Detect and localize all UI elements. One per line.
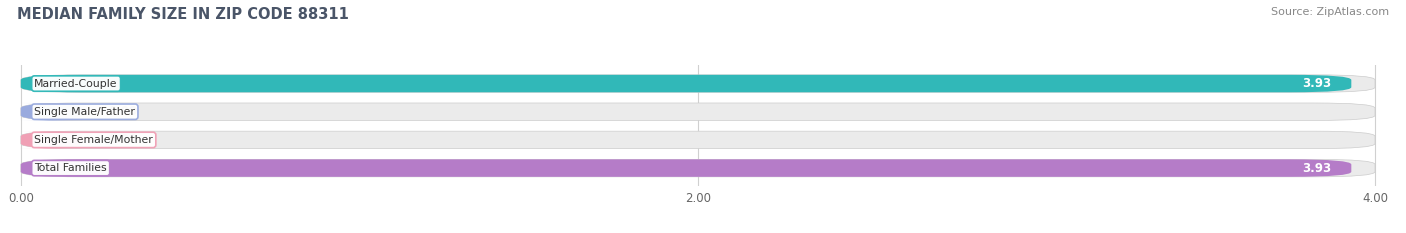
- Text: MEDIAN FAMILY SIZE IN ZIP CODE 88311: MEDIAN FAMILY SIZE IN ZIP CODE 88311: [17, 7, 349, 22]
- Text: Married-Couple: Married-Couple: [34, 79, 118, 89]
- FancyBboxPatch shape: [21, 159, 1351, 177]
- Text: Single Female/Mother: Single Female/Mother: [34, 135, 153, 145]
- Text: 0.00: 0.00: [108, 134, 138, 146]
- Text: Total Families: Total Families: [34, 163, 107, 173]
- FancyBboxPatch shape: [21, 75, 1375, 92]
- Text: 3.93: 3.93: [1302, 77, 1331, 90]
- FancyBboxPatch shape: [21, 75, 1351, 92]
- Text: Source: ZipAtlas.com: Source: ZipAtlas.com: [1271, 7, 1389, 17]
- FancyBboxPatch shape: [21, 103, 82, 120]
- FancyBboxPatch shape: [21, 103, 1375, 120]
- FancyBboxPatch shape: [21, 131, 1375, 149]
- Text: 3.93: 3.93: [1302, 161, 1331, 175]
- Text: 0.00: 0.00: [108, 105, 138, 118]
- Text: Single Male/Father: Single Male/Father: [34, 107, 135, 117]
- FancyBboxPatch shape: [21, 131, 82, 149]
- FancyBboxPatch shape: [21, 159, 1375, 177]
